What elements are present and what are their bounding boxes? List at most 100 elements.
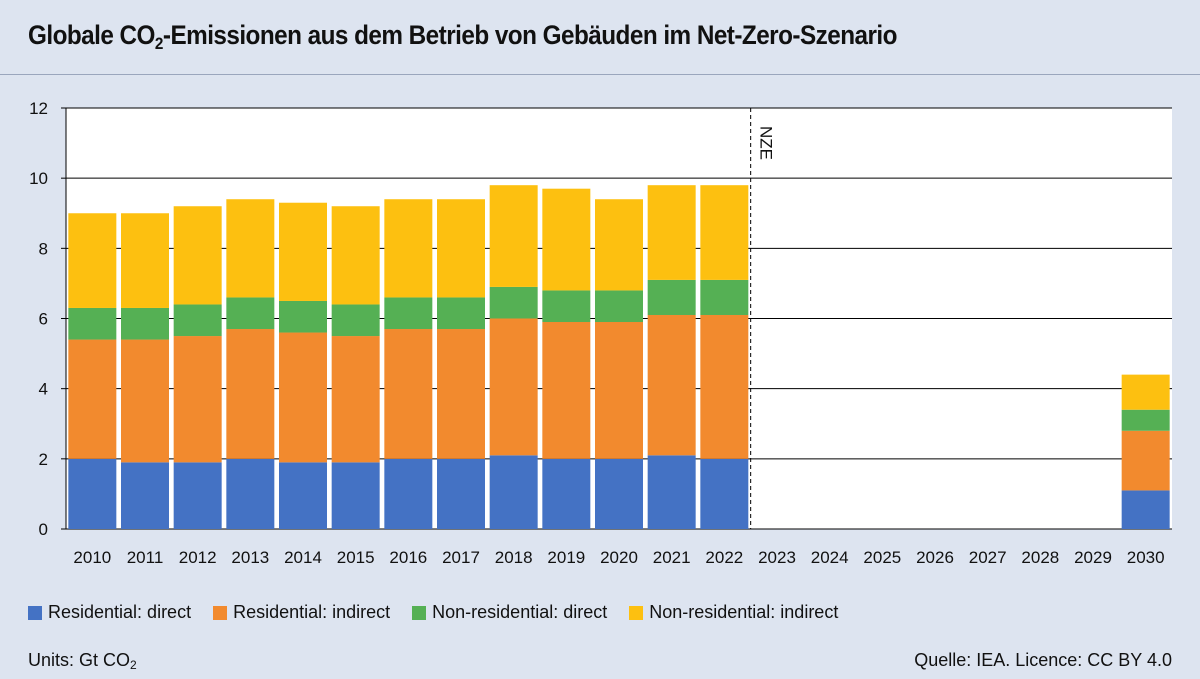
legend-item-nonresidential-indirect: Non-residential: indirect <box>629 602 838 623</box>
bar-segment-non-residential-direct <box>542 290 591 323</box>
title-subscript: 2 <box>154 34 164 53</box>
bar-segment-non-residential-indirect <box>121 213 169 308</box>
y-tick-label: 8 <box>39 239 48 258</box>
bar-segment-residential-direct <box>121 462 169 529</box>
bar-segment-non-residential-indirect <box>489 185 538 287</box>
bar-segment-residential-indirect <box>279 332 327 463</box>
bar-segment-residential-indirect <box>647 314 696 456</box>
x-tick-label: 2028 <box>1021 548 1059 567</box>
bar-segment-non-residential-direct <box>647 279 696 315</box>
bar-segment-non-residential-indirect <box>1121 374 1170 410</box>
x-tick-label: 2016 <box>389 548 427 567</box>
bar-segment-non-residential-indirect <box>384 199 433 298</box>
y-tick-label: 2 <box>39 450 48 469</box>
title-divider <box>0 74 1200 75</box>
bar-segment-residential-direct <box>437 458 485 529</box>
legend-item-residential-indirect: Residential: indirect <box>213 602 390 623</box>
bar-segment-residential-indirect <box>68 339 117 459</box>
x-tick-label: 2025 <box>863 548 901 567</box>
x-tick-label: 2021 <box>653 548 691 567</box>
legend-swatch-nonresidential-direct <box>412 605 427 620</box>
bar-segment-residential-direct <box>647 455 696 529</box>
x-tick-label: 2026 <box>916 548 954 567</box>
bar-segment-residential-direct <box>1121 490 1170 529</box>
bar-segment-non-residential-direct <box>226 297 275 330</box>
bar-segment-non-residential-direct <box>384 297 433 330</box>
bar-segment-non-residential-direct <box>279 300 327 333</box>
x-tick-label: 2029 <box>1074 548 1112 567</box>
bar-segment-residential-direct <box>331 462 380 529</box>
legend: Residential: direct Residential: indirec… <box>28 602 860 623</box>
x-tick-label: 2013 <box>231 548 269 567</box>
x-tick-label: 2012 <box>179 548 217 567</box>
bar-segment-residential-direct <box>542 458 591 529</box>
legend-item-nonresidential-direct: Non-residential: direct <box>412 602 607 623</box>
x-tick-label: 2015 <box>337 548 375 567</box>
bar-segment-non-residential-direct <box>1121 409 1170 431</box>
y-tick-label: 12 <box>29 99 48 118</box>
bar-segment-non-residential-direct <box>700 279 749 315</box>
units-note: Units: Gt CO2 <box>28 650 137 672</box>
y-tick-label: 4 <box>39 380 48 399</box>
legend-swatch-residential-direct <box>28 605 42 620</box>
y-tick-label: 0 <box>39 520 48 539</box>
chart-title: Globale CO2-Emissionen aus dem Betrieb v… <box>28 20 897 54</box>
title-prefix: Globale CO <box>28 20 155 50</box>
bar-segment-residential-direct <box>489 455 538 529</box>
x-tick-label: 2014 <box>284 548 322 567</box>
x-tick-label: 2011 <box>127 548 164 567</box>
bar-segment-non-residential-indirect <box>68 213 117 308</box>
legend-item-residential-direct: Residential: direct <box>28 602 191 623</box>
x-tick-label: 2019 <box>547 548 585 567</box>
bar-segment-non-residential-indirect <box>542 188 591 291</box>
bar-segment-residential-direct <box>595 458 643 529</box>
bar-segment-residential-indirect <box>226 329 275 459</box>
bar-segment-non-residential-direct <box>331 304 380 337</box>
bar-segment-residential-direct <box>700 458 749 529</box>
bar-segment-non-residential-direct <box>173 304 222 337</box>
x-tick-label: 2022 <box>705 548 743 567</box>
stacked-bar-chart: 0 2 4 6 8 10 12 2010 2011 2012 2013 2014 2015 2016 201… <box>29 99 1172 567</box>
y-tick-label: 10 <box>29 169 48 188</box>
bar-segment-residential-indirect <box>173 336 222 463</box>
bar-segment-residential-indirect <box>595 322 643 459</box>
bar-segment-residential-indirect <box>121 339 169 463</box>
legend-swatch-nonresidential-indirect <box>629 605 644 620</box>
bar-segment-residential-indirect <box>489 318 538 456</box>
bar-segment-residential-direct <box>384 458 433 529</box>
x-tick-label: 2020 <box>600 548 638 567</box>
x-tick-label: 2030 <box>1127 548 1165 567</box>
bar-segment-residential-indirect <box>1121 430 1170 491</box>
bar-segment-residential-direct <box>226 458 275 529</box>
bar-segment-residential-indirect <box>700 314 749 459</box>
x-tick-label: 2010 <box>73 548 111 567</box>
bar-segment-residential-indirect <box>542 322 591 459</box>
legend-label-residential-direct: Residential: direct <box>48 602 192 622</box>
bar-segment-non-residential-indirect <box>226 199 275 298</box>
bar-segment-non-residential-direct <box>489 286 538 319</box>
legend-label-nonresidential-indirect: Non-residential: indirect <box>649 602 839 622</box>
legend-label-nonresidential-direct: Non-residential: direct <box>432 602 608 622</box>
x-tick-label: 2017 <box>442 548 480 567</box>
bar-segment-non-residential-direct <box>595 290 643 323</box>
x-tick-label: 2018 <box>495 548 533 567</box>
bar-segment-residential-indirect <box>331 336 380 463</box>
bar-segment-residential-direct <box>173 462 222 529</box>
bar-segment-non-residential-direct <box>121 307 169 340</box>
bar-segment-residential-indirect <box>384 329 433 459</box>
bar-segment-non-residential-indirect <box>279 202 327 301</box>
bar-segment-non-residential-direct <box>68 307 117 340</box>
legend-label-residential-indirect: Residential: indirect <box>233 602 391 622</box>
bar-segment-non-residential-direct <box>437 297 485 330</box>
x-tick-label: 2027 <box>969 548 1007 567</box>
bar-segment-non-residential-indirect <box>331 206 380 305</box>
units-subscript: 2 <box>130 658 137 672</box>
bar-segment-residential-direct <box>279 462 327 529</box>
bar-segment-non-residential-indirect <box>700 185 749 280</box>
x-tick-label: 2024 <box>811 548 849 567</box>
bar-segment-non-residential-indirect <box>173 206 222 305</box>
title-suffix: -Emissionen aus dem Betrieb von Gebäuden… <box>162 20 898 50</box>
nze-label: NZE <box>757 126 776 160</box>
source-note: Quelle: IEA. Licence: CC BY 4.0 <box>914 650 1172 670</box>
units-prefix: Units: Gt CO <box>28 650 131 670</box>
